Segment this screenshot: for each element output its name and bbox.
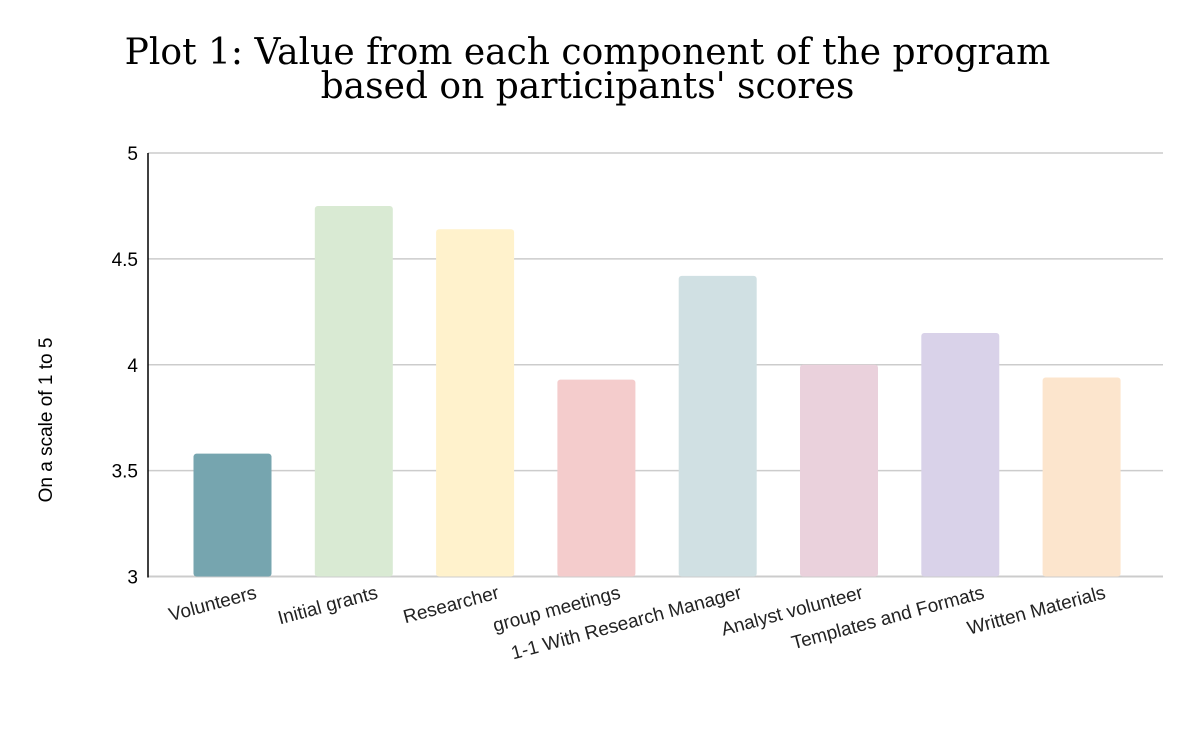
x-tick-label: Volunteers [167, 583, 259, 627]
bar-analyst-volunteer [800, 364, 878, 577]
x-tick-label: Researcher [401, 582, 502, 628]
chart-title-line2: based on participants' scores [320, 66, 855, 107]
bar-1-1-with-research-manager [678, 275, 757, 577]
bar-templates-and-formats [921, 332, 1000, 577]
chart-title: Plot 1: Value from each component of the… [0, 32, 1175, 107]
y-tick-label: 5 [127, 144, 138, 165]
chart-title-line1: Plot 1: Value from each component of the… [124, 32, 1051, 73]
bar-group-meetings [557, 379, 636, 577]
bar-initial-grants [314, 205, 393, 577]
y-axis-label: On a scale of 1 to 5 [36, 338, 57, 503]
bar-researcher [436, 229, 515, 577]
y-tick-label: 3.5 [112, 462, 138, 483]
y-tick-label: 3 [127, 568, 138, 589]
y-tick-label: 4.5 [112, 250, 138, 271]
y-tick-label: 4 [127, 356, 138, 377]
x-tick-label: Written Materials [965, 583, 1108, 640]
x-tick-label: Initial grants [276, 583, 380, 630]
bar-volunteers [193, 453, 272, 577]
bar-written-materials [1042, 377, 1121, 577]
